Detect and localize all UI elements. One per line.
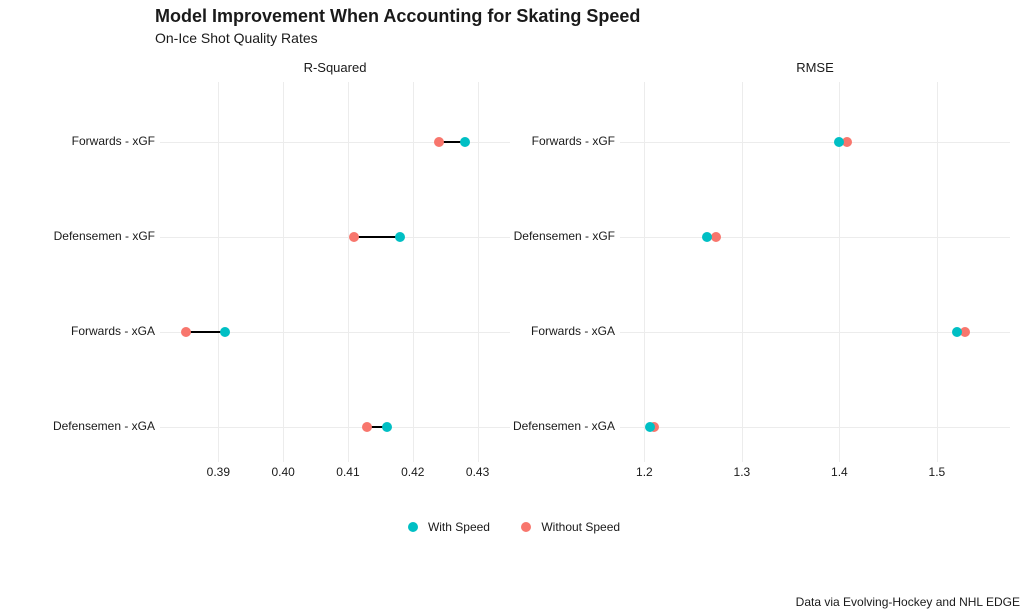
y-category-label: Defensemen - xGA [0, 419, 155, 433]
x-tick-label: 1.2 [636, 465, 653, 479]
gridline [283, 82, 284, 462]
point-with-speed [952, 327, 962, 337]
point-without-speed [362, 422, 372, 432]
gridline [620, 142, 1010, 143]
gridline [644, 82, 645, 462]
panel-rmse [620, 82, 1010, 462]
gridline [478, 82, 479, 462]
gridline [160, 237, 510, 238]
gridline [620, 427, 1010, 428]
point-with-speed [220, 327, 230, 337]
figure: Model Improvement When Accounting for Sk… [0, 0, 1028, 613]
y-category-label: Defensemen - xGA [510, 419, 615, 433]
point-without-speed [711, 232, 721, 242]
gridline [620, 237, 1010, 238]
gridline [218, 82, 219, 462]
panel-title-rmse: RMSE [620, 60, 1010, 75]
y-category-label: Forwards - xGF [510, 134, 615, 148]
legend-item-with: With Speed [408, 520, 490, 534]
point-without-speed [434, 137, 444, 147]
legend: With Speed Without Speed [0, 520, 1028, 535]
gridline [937, 82, 938, 462]
gridline [742, 82, 743, 462]
gridline [348, 82, 349, 462]
y-category-label: Defensemen - xGF [510, 229, 615, 243]
gridline [160, 427, 510, 428]
gridline [413, 82, 414, 462]
y-category-label: Forwards - xGA [510, 324, 615, 338]
legend-label-with: With Speed [428, 520, 490, 534]
panel-title-rsq: R-Squared [160, 60, 510, 75]
point-with-speed [645, 422, 655, 432]
y-category-label: Defensemen - xGF [0, 229, 155, 243]
x-tick-label: 1.5 [929, 465, 946, 479]
chart-subtitle: On-Ice Shot Quality Rates [155, 30, 318, 46]
chart-title: Model Improvement When Accounting for Sk… [155, 6, 640, 27]
y-category-label: Forwards - xGA [0, 324, 155, 338]
point-without-speed [181, 327, 191, 337]
x-tick-label: 1.3 [734, 465, 751, 479]
legend-label-without: Without Speed [541, 520, 620, 534]
x-tick-label: 0.40 [271, 465, 294, 479]
point-with-speed [834, 137, 844, 147]
x-tick-label: 1.4 [831, 465, 848, 479]
y-category-label: Forwards - xGF [0, 134, 155, 148]
x-tick-label: 0.41 [336, 465, 359, 479]
point-with-speed [395, 232, 405, 242]
x-tick-label: 0.42 [401, 465, 424, 479]
point-with-speed [702, 232, 712, 242]
point-with-speed [460, 137, 470, 147]
legend-item-without: Without Speed [521, 520, 620, 534]
data-credit: Data via Evolving-Hockey and NHL EDGE [796, 595, 1020, 609]
connector-line [354, 236, 399, 238]
x-tick-label: 0.43 [466, 465, 489, 479]
point-with-speed [382, 422, 392, 432]
point-without-speed [349, 232, 359, 242]
legend-dot-with-speed [408, 522, 418, 532]
legend-dot-without-speed [521, 522, 531, 532]
panel-rsq [160, 82, 510, 462]
x-tick-label: 0.39 [207, 465, 230, 479]
